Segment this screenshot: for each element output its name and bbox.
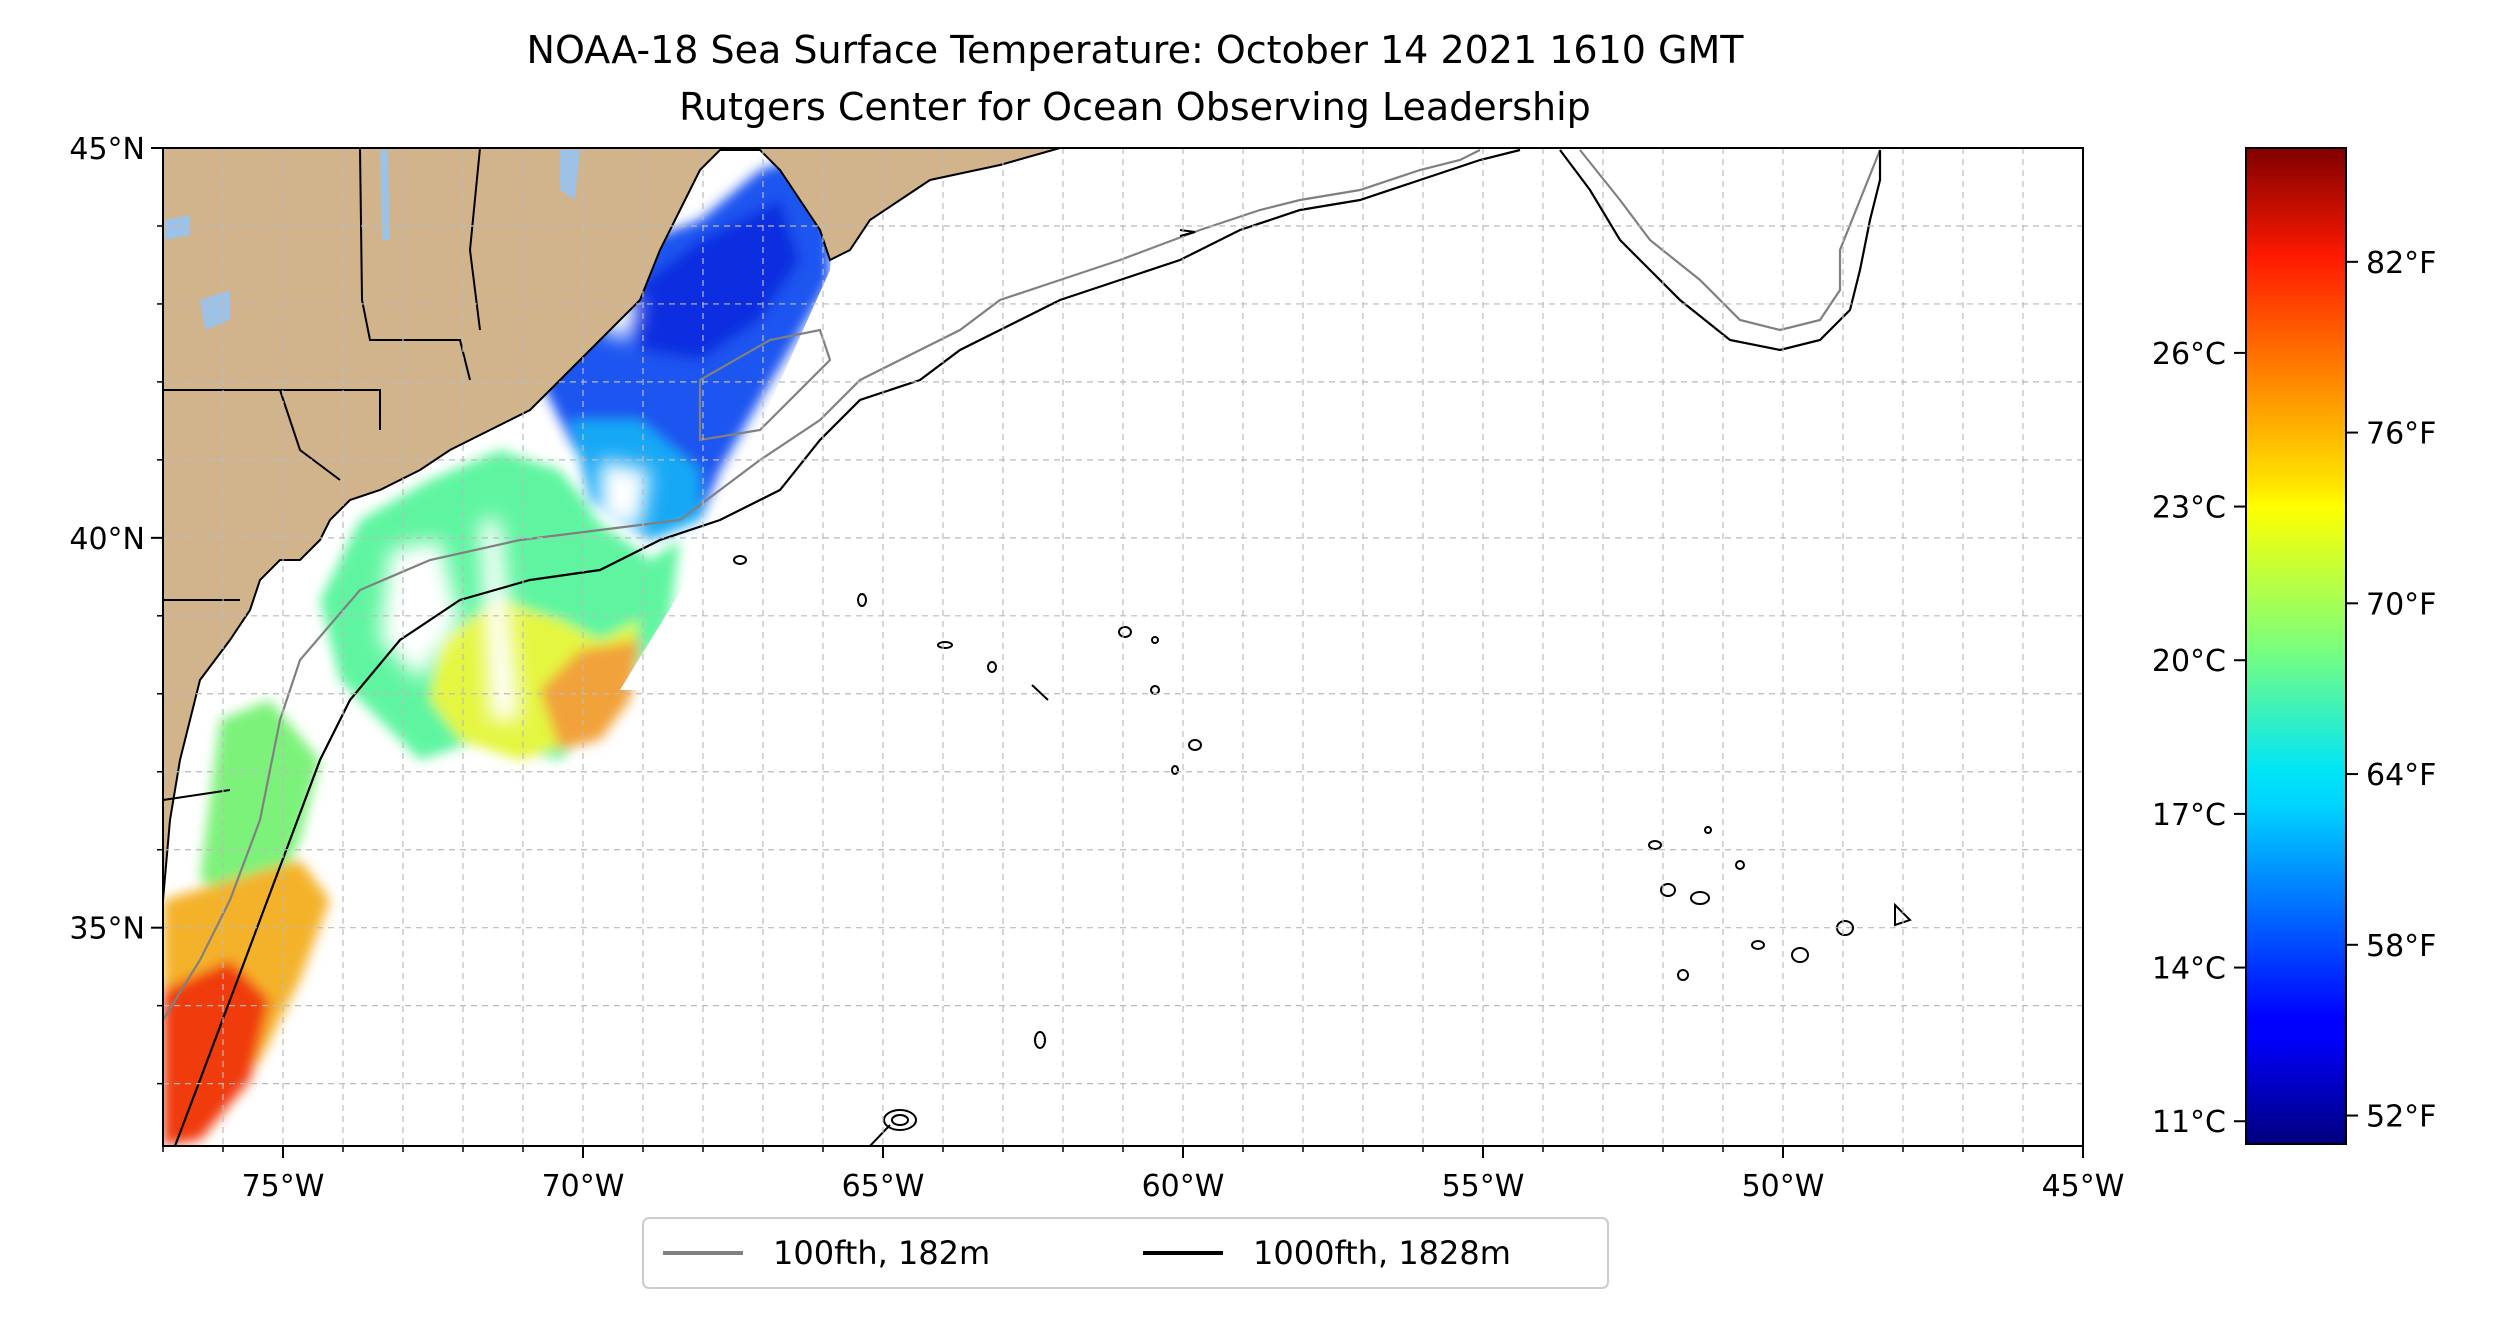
lon-tick-label: 60°W xyxy=(1142,1169,1225,1204)
isobath-1000fth-grand-banks xyxy=(1559,149,1882,352)
lat-tick-label: 35°N xyxy=(69,912,145,947)
map-title-line1: NOAA-18 Sea Surface Temperature: October… xyxy=(527,28,1745,72)
isobath-1000fth-main xyxy=(173,148,1521,1146)
lat-tick-label: 45°N xyxy=(69,132,145,167)
lake-small-1 xyxy=(200,290,230,330)
colorbar-f-label: 52°F xyxy=(2366,1100,2436,1135)
colorbar-c-label: 14°C xyxy=(2152,952,2226,987)
sst-south-hot xyxy=(163,960,270,1146)
legend-label-1000fth: 1000fth, 1828m xyxy=(1253,1234,1511,1272)
isobath-100fth-georges xyxy=(698,328,832,442)
state-borders xyxy=(163,148,481,801)
lat-tick-label: 40°N xyxy=(69,522,145,557)
isobath-100fth-grand-banks xyxy=(1579,149,1882,332)
colorbar-gradient xyxy=(2245,147,2347,1145)
lake-champlain xyxy=(380,150,390,240)
lon-tick-label: 45°W xyxy=(2042,1169,2125,1204)
lakes-layer xyxy=(165,150,580,330)
legend-box xyxy=(642,1217,1609,1289)
map-title-line2: Rutgers Center for Ocean Observing Leade… xyxy=(679,85,1591,129)
lon-tick-label: 75°W xyxy=(242,1169,325,1204)
isobath-legend: 100fth, 182m 1000fth, 1828m xyxy=(642,1217,1609,1289)
colorbar-c-label: 11°C xyxy=(2152,1105,2226,1140)
isobath-1000fth xyxy=(173,148,1882,1146)
sst-orange-eddy xyxy=(540,640,640,750)
lake-small-2 xyxy=(165,215,190,240)
colorbar-c-label: 20°C xyxy=(2152,644,2226,679)
colorbar-c-label: 23°C xyxy=(2152,491,2226,526)
colorbar-c-label: 26°C xyxy=(2152,337,2226,372)
colorbar-f-label: 82°F xyxy=(2366,246,2436,281)
colorbar-ticks: 52°F 58°F 64°F 70°F 76°F 82°F 11°C 14°C 17°C 20°C… xyxy=(2152,246,2437,1140)
colorbar-f-label: 70°F xyxy=(2366,587,2436,622)
lon-tick-label: 50°W xyxy=(1742,1169,1825,1204)
lake-northern xyxy=(560,150,580,200)
lon-tick-label: 65°W xyxy=(842,1169,925,1204)
land-layer xyxy=(163,148,1061,901)
sst-cold-core-patch xyxy=(620,200,800,360)
legend-label-100fth: 100fth, 182m xyxy=(773,1234,990,1272)
lon-tick-label: 70°W xyxy=(542,1169,625,1204)
land-northeast-us xyxy=(163,148,1061,901)
colorbar-f-label: 58°F xyxy=(2366,929,2436,964)
map-area xyxy=(163,148,2083,1146)
lon-tick-label: 55°W xyxy=(1442,1169,1525,1204)
colorbar-c-label: 17°C xyxy=(2152,798,2226,833)
colorbar-f-label: 64°F xyxy=(2366,758,2436,793)
colorbar: 52°F 58°F 64°F 70°F 76°F 82°F 11°C 14°C 17°C 20°C… xyxy=(2152,147,2437,1145)
map-gridlines xyxy=(163,148,2083,1146)
map-axes: 75°W 70°W 65°W 60°W 55°W 50°W 45°W 45°N 40°N 35°N xyxy=(69,132,2124,1204)
colorbar-f-label: 76°F xyxy=(2366,417,2436,452)
